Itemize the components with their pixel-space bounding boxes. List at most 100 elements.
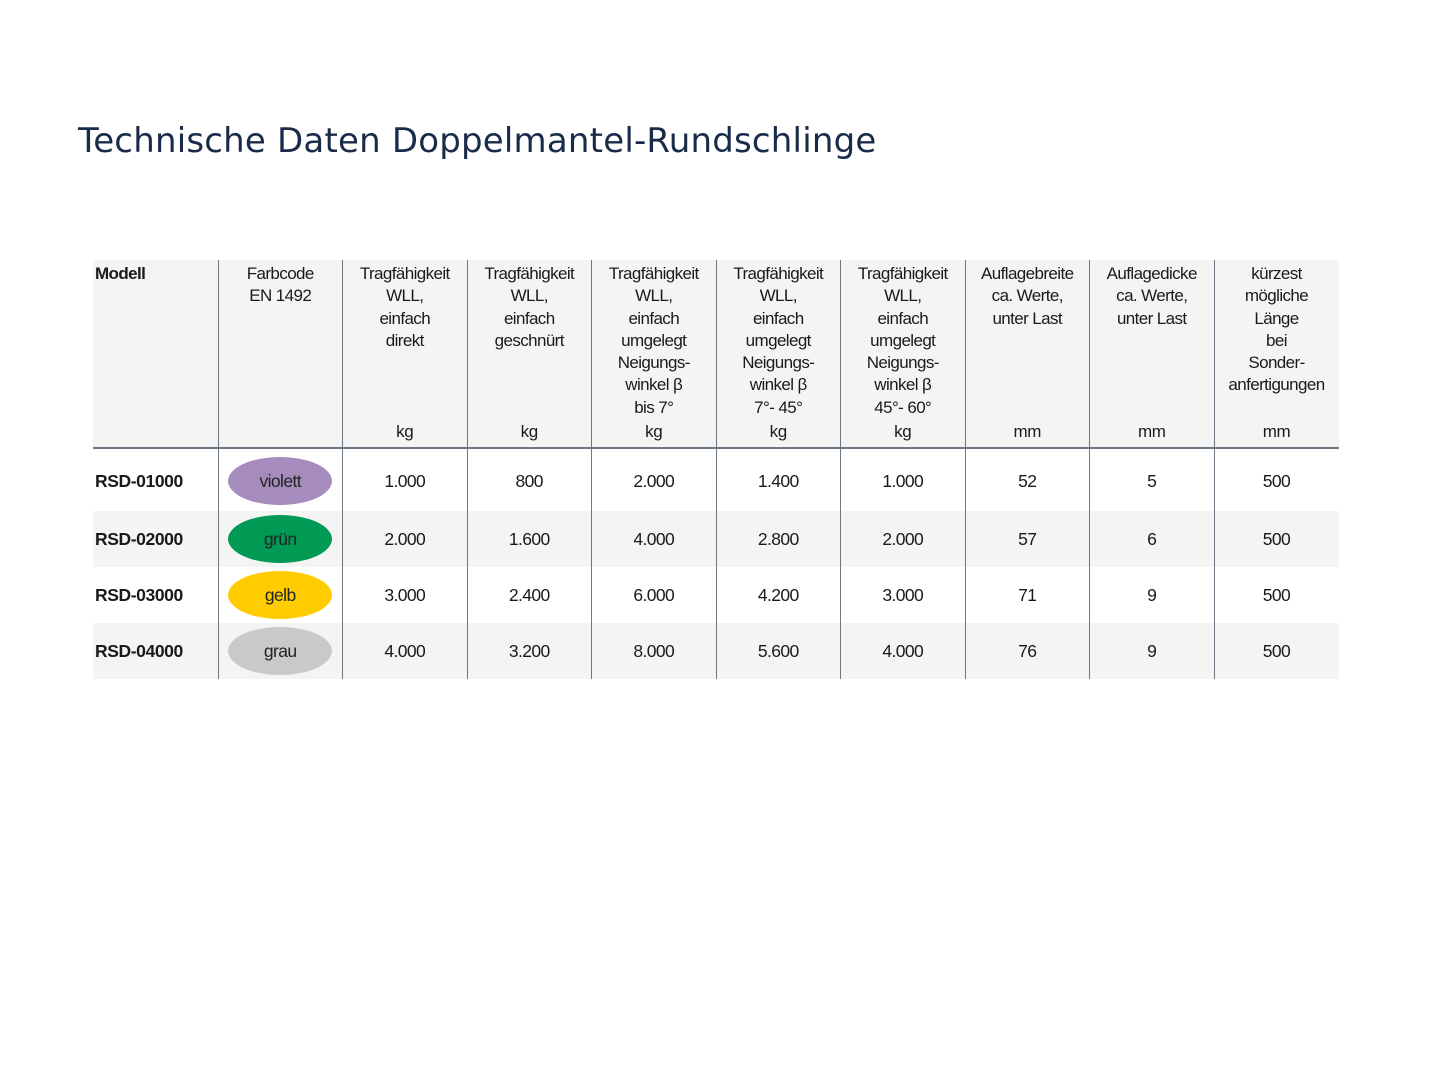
header-text-line: Sonder- bbox=[1248, 353, 1305, 373]
header-text-line: winkel β bbox=[625, 375, 683, 395]
table-row: RSD-04000 grau 4.000 3.200 8.000 5.600 4.000 76… bbox=[93, 623, 1339, 679]
header-text-line: kürzest bbox=[1251, 264, 1302, 283]
color-code-cell: violett bbox=[217, 448, 343, 511]
kuerzeste-laenge-cell: 500 bbox=[1213, 623, 1339, 679]
auflagebreite-cell: 57 bbox=[964, 511, 1090, 567]
header-text-line: umgelegt bbox=[745, 330, 812, 350]
header-text-line: umgelegt bbox=[870, 330, 936, 350]
header-text-line: Länge bbox=[1254, 308, 1299, 328]
header-auflagebreite: Auflagebreite ca. Werte, unter Last mm bbox=[964, 260, 1090, 449]
header-text-line: Tragfähigkeit bbox=[484, 264, 575, 283]
header-auflagedicke: Auflagedicke ca. Werte, unter Last mm bbox=[1089, 260, 1214, 449]
kuerzeste-laenge-cell: 500 bbox=[1213, 567, 1339, 623]
header-text-line: WLL, bbox=[386, 286, 424, 306]
wll-bis-7-cell: 8.000 bbox=[591, 623, 716, 679]
table-body: RSD-01000 violett 1.000 800 2.000 1.400 1.000 5… bbox=[93, 448, 1339, 679]
header-text-line: bei bbox=[1266, 330, 1287, 350]
wll-45-60-cell: 2.000 bbox=[840, 511, 965, 567]
wll-direkt-cell: 1.000 bbox=[342, 448, 467, 511]
wll-45-60-cell: 1.000 bbox=[840, 448, 965, 511]
kuerzeste-laenge-cell: 500 bbox=[1213, 448, 1339, 511]
auflagedicke-cell: 9 bbox=[1089, 567, 1214, 623]
wll-direkt-cell: 3.000 bbox=[342, 567, 467, 623]
header-text-line: Tragfähigkeit bbox=[733, 264, 824, 283]
wll-direkt-cell: 2.000 bbox=[342, 511, 467, 567]
header-unit: mm bbox=[1262, 421, 1291, 441]
model-cell: RSD-03000 bbox=[95, 584, 183, 605]
table-row: RSD-03000 gelb 3.000 2.400 6.000 4.200 3.000 71… bbox=[93, 567, 1339, 623]
header-text-line: Auflagedicke bbox=[1106, 264, 1198, 283]
header-unit: kg bbox=[520, 421, 539, 441]
header-text-line: winkel β bbox=[749, 375, 808, 395]
header-text-line: umgelegt bbox=[621, 330, 687, 350]
color-code-cell: gelb bbox=[217, 567, 343, 623]
header-unit: kg bbox=[396, 421, 414, 441]
header-text-line: WLL, bbox=[635, 286, 673, 306]
header-text-line: EN 1492 bbox=[249, 286, 312, 306]
header-text-line: Neigungs- bbox=[617, 353, 691, 373]
auflagedicke-cell: 6 bbox=[1089, 511, 1214, 567]
color-swatch-badge: grau bbox=[228, 627, 333, 675]
header-farbcode: Farbcode EN 1492 bbox=[217, 260, 343, 449]
table-row: RSD-02000 grün 2.000 1.600 4.000 2.800 2.000 57… bbox=[93, 511, 1339, 567]
header-wll-7-45: Tragfähigkeit WLL, einfach umgelegt Neigungs… bbox=[715, 260, 841, 449]
header-text-line: unter Last bbox=[992, 308, 1063, 328]
wll-geschnuert-cell: 2.400 bbox=[466, 567, 592, 623]
color-code-cell: grau bbox=[217, 623, 343, 679]
table-header-row: Modell Farbcode EN 1492 Tragfähigkeit WLL, ei… bbox=[93, 260, 1339, 449]
header-text-line: Farbcode bbox=[246, 264, 315, 283]
wll-bis-7-cell: 6.000 bbox=[591, 567, 716, 623]
page-title: Technische Daten Doppelmantel-Rundschlin… bbox=[78, 121, 877, 161]
header-text-line: mögliche bbox=[1244, 286, 1309, 306]
kuerzeste-laenge-cell: 500 bbox=[1213, 511, 1339, 567]
wll-7-45-cell: 4.200 bbox=[715, 567, 841, 623]
header-text-line: einfach bbox=[379, 308, 431, 328]
wll-7-45-cell: 1.400 bbox=[715, 448, 841, 511]
header-unit: mm bbox=[1137, 421, 1166, 441]
header-unit: mm bbox=[1013, 421, 1042, 441]
color-code-cell: grün bbox=[217, 511, 343, 567]
wll-direkt-cell: 4.000 bbox=[342, 623, 467, 679]
header-text-line: WLL, bbox=[510, 286, 549, 306]
header-kuerzeste-laenge: kürzest mögliche Länge bei Sonder-anfertigun… bbox=[1213, 260, 1339, 449]
header-text-line: 7°- 45° bbox=[754, 397, 803, 417]
model-cell: RSD-02000 bbox=[93, 511, 218, 567]
header-text-line: unter Last bbox=[1116, 308, 1187, 328]
header-text-line: anfertigungen bbox=[1228, 375, 1325, 395]
header-modell: Modell bbox=[93, 260, 218, 449]
header-unit: kg bbox=[769, 421, 788, 441]
wll-45-60-cell: 4.000 bbox=[840, 623, 965, 679]
header-text-line: WLL, bbox=[759, 286, 798, 306]
auflagedicke-cell: 9 bbox=[1089, 623, 1214, 679]
header-wll-geschnuert: Tragfähigkeit WLL, einfach geschnürt kg bbox=[466, 260, 592, 449]
header-text-line: ca. Werte, bbox=[1116, 286, 1188, 306]
header-text-line: Tragfähigkeit bbox=[608, 264, 699, 283]
auflagedicke-cell: 5 bbox=[1089, 448, 1214, 511]
header-wll-direkt: Tragfähigkeit WLL, einfach direkt kg bbox=[342, 260, 467, 449]
header-text-line: ca. Werte, bbox=[991, 286, 1064, 306]
wll-45-60-cell: 3.000 bbox=[840, 567, 965, 623]
wll-geschnuert-cell: 3.200 bbox=[466, 623, 592, 679]
header-text-line: Auflagebreite bbox=[981, 264, 1074, 283]
technical-data-table: Modell Farbcode EN 1492 Tragfähigkeit WLL, ei… bbox=[93, 260, 1339, 679]
header-text-line: einfach bbox=[628, 308, 680, 328]
header-text-line: einfach bbox=[752, 308, 804, 328]
header-wll-45-60: Tragfähigkeit WLL, einfach umgelegt Neigungs… bbox=[840, 260, 965, 449]
auflagebreite-cell: 76 bbox=[964, 623, 1090, 679]
header-wll-bis-7: Tragfähigkeit WLL, einfach umgelegt Neigungs… bbox=[591, 260, 716, 449]
wll-geschnuert-cell: 1.600 bbox=[466, 511, 592, 567]
wll-bis-7-cell: 2.000 bbox=[591, 448, 716, 511]
header-unit: kg bbox=[645, 421, 663, 441]
wll-bis-7-cell: 4.000 bbox=[591, 511, 716, 567]
table-row: RSD-01000 violett 1.000 800 2.000 1.400 1.000 5… bbox=[93, 448, 1339, 511]
header-unit: kg bbox=[894, 421, 912, 441]
header-text-line: WLL, bbox=[884, 286, 922, 306]
header-text-line: einfach bbox=[877, 308, 929, 328]
wll-7-45-cell: 2.800 bbox=[715, 511, 841, 567]
header-text-line: 45°- 60° bbox=[874, 397, 932, 417]
header-text-line: einfach bbox=[503, 308, 555, 328]
header-text-line: geschnürt bbox=[494, 330, 565, 350]
header-text-line: Modell bbox=[95, 264, 146, 283]
header-text-line: Tragfähigkeit bbox=[359, 264, 450, 283]
color-swatch-badge: grün bbox=[228, 515, 333, 563]
